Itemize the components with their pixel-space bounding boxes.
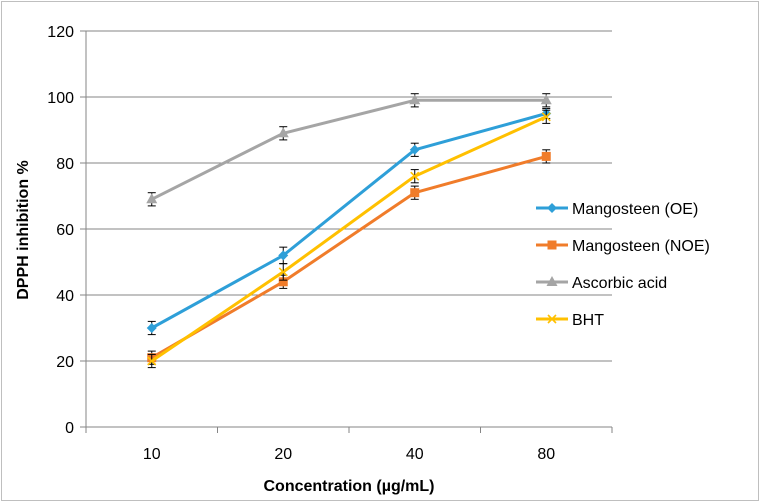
y-tick-label: 40 (56, 288, 74, 305)
data-point (278, 267, 288, 277)
data-point (409, 144, 420, 155)
x-tick-label: 40 (406, 446, 424, 463)
x-axis-title: Concentration (µg/mL) (264, 478, 435, 495)
data-point (541, 151, 551, 161)
legend-marker (547, 314, 557, 324)
data-point (410, 188, 420, 198)
series-1 (146, 108, 552, 336)
series-line (151, 98, 547, 201)
data-point (541, 112, 551, 122)
legend-item: Mangosteen (OE) (536, 201, 698, 218)
data-point (278, 250, 289, 261)
series-lines (146, 93, 552, 369)
data-point (146, 323, 157, 333)
legend-label: Ascorbic acid (572, 275, 667, 292)
x-tick-label: 80 (537, 446, 555, 463)
series-line (151, 112, 547, 330)
y-tick-label: 100 (47, 90, 74, 107)
series-line (151, 154, 547, 359)
series-line (150, 115, 547, 363)
legend-label: Mangosteen (OE) (572, 201, 698, 218)
series-2 (147, 149, 551, 365)
data-point (409, 94, 421, 105)
x-tick-label: 10 (143, 446, 161, 463)
legend-item: Mangosteen (NOE) (536, 238, 710, 255)
y-tick-label: 0 (65, 420, 74, 437)
legend-label: Mangosteen (NOE) (572, 238, 710, 255)
data-point (278, 277, 288, 287)
legend-marker (547, 240, 557, 250)
axes: 0 20 40 60 80 100 120 10 20 40 80 (47, 24, 613, 463)
y-axis-title: DPPH inhibition % (15, 160, 32, 300)
series-4 (147, 109, 551, 369)
data-point (146, 193, 158, 204)
y-tick-label: 80 (56, 156, 74, 173)
y-tick-label: 120 (47, 24, 74, 41)
legend-marker (546, 276, 558, 286)
y-tick-label: 60 (56, 222, 74, 239)
data-point (410, 171, 420, 181)
gridlines (86, 30, 612, 362)
legend-label: BHT (572, 312, 604, 329)
x-tick-label: 20 (274, 446, 292, 463)
data-point (147, 356, 157, 366)
data-point (540, 94, 552, 105)
legend-marker (547, 203, 557, 213)
series-3 (146, 93, 552, 207)
legend: Mangosteen (OE) Mangosteen (NOE) Ascorbic … (536, 201, 710, 329)
legend-item: Ascorbic acid (536, 275, 667, 292)
data-point (277, 127, 289, 138)
legend-item: BHT (536, 312, 604, 329)
y-tick-label: 20 (56, 354, 74, 371)
